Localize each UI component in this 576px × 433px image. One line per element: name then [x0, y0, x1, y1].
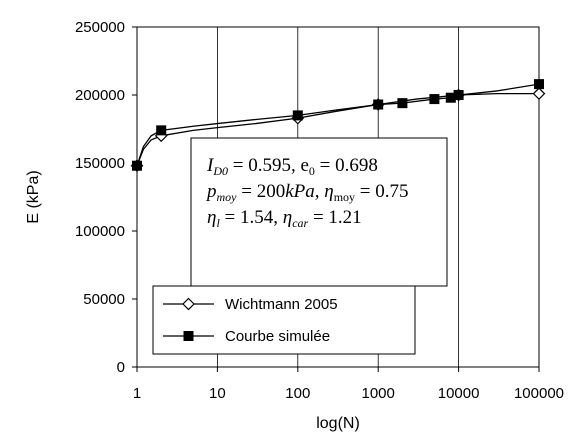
- legend-marker-simulee: [183, 331, 194, 341]
- y-tick-label: 100000: [75, 223, 125, 240]
- legend-label-wichtmann: Wichtmann 2005: [225, 296, 338, 313]
- annotation-line-3: ηl = 1.54, ηcar = 1.21: [207, 207, 362, 230]
- annotation-box: ID0 = 0.595, e0 = 0.698 pmoy = 200kPa, η…: [190, 137, 448, 287]
- data-point-simulee: [534, 79, 544, 90]
- x-axis: 1 10 100 1000 10000 100000: [133, 367, 564, 402]
- y-tick-label: 250000: [75, 19, 125, 36]
- annotation-line-2: pmoy = 200kPa, ηmoy = 0.75: [205, 181, 409, 204]
- legend: Wichtmann 2005 Courbe simulée: [152, 285, 416, 355]
- x-tick-label: 1000: [362, 385, 395, 402]
- x-tick-label: 100: [285, 385, 310, 402]
- x-axis-title: log(N): [316, 415, 360, 432]
- data-point-simulee: [397, 98, 408, 109]
- data-point-wichtmann: [532, 87, 546, 100]
- x-tick-label: 100000: [514, 385, 564, 402]
- legend-marker-wichtmann: [182, 297, 195, 311]
- y-tick-label: 50000: [83, 291, 125, 308]
- y-tick-label: 200000: [75, 87, 125, 104]
- y-tick-label: 150000: [75, 155, 125, 172]
- data-point-simulee: [132, 160, 142, 171]
- data-point-simulee: [292, 110, 303, 121]
- series-layer: [130, 79, 546, 173]
- y-tick-label: 0: [117, 359, 125, 376]
- data-point-simulee: [429, 94, 440, 105]
- x-tick-label: 10: [209, 385, 226, 402]
- data-point-simulee: [453, 90, 464, 100]
- data-point-simulee: [445, 92, 456, 103]
- x-tick-label: 1: [133, 385, 141, 402]
- data-point-simulee: [373, 99, 384, 110]
- legend-frame: [152, 285, 416, 355]
- annotation-line-1: ID0 = 0.595, e0 = 0.698: [206, 155, 378, 178]
- y-axis: 0 50000 100000 150000 200000 250000: [75, 19, 137, 376]
- data-point-simulee: [156, 125, 167, 136]
- x-tick-label: 10000: [438, 385, 480, 402]
- legend-label-simulee: Courbe simulée: [225, 328, 330, 345]
- y-axis-title: E (kPa): [25, 170, 42, 223]
